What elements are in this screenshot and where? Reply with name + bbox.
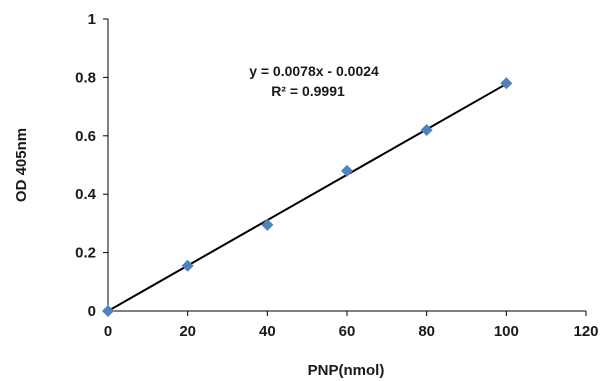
r-squared-label: R² = 0.9991 <box>271 83 345 99</box>
plot-area: 0 0.2 0.4 0.6 0.8 1 0 20 40 60 80 100 120 <box>75 11 598 340</box>
x-tick-label: 120 <box>573 323 598 340</box>
data-point <box>341 164 353 177</box>
x-axis-tick-labels: 0 20 40 60 80 100 120 <box>104 323 599 340</box>
data-points <box>102 77 513 317</box>
x-tick-label: 60 <box>339 323 356 340</box>
y-tick-label: 0.6 <box>75 128 96 145</box>
x-tick-label: 100 <box>494 323 519 340</box>
y-tick-label: 0.8 <box>75 69 96 86</box>
y-axis-ticks <box>103 18 108 312</box>
data-point <box>102 305 114 317</box>
y-axis-title: OD 405nm <box>13 128 30 202</box>
x-tick-label: 40 <box>259 323 276 340</box>
x-tick-label: 20 <box>179 323 196 340</box>
data-point <box>261 218 274 231</box>
x-tick-label: 80 <box>418 323 435 340</box>
y-tick-label: 0.2 <box>75 245 96 262</box>
data-point <box>420 123 433 136</box>
y-tick-label: 1 <box>88 11 96 28</box>
y-axis-tick-labels: 0 0.2 0.4 0.6 0.8 1 <box>75 11 97 320</box>
trendline <box>107 83 507 312</box>
x-tick-label: 0 <box>104 323 112 340</box>
y-tick-label: 0 <box>88 303 96 320</box>
y-tick-label: 0.4 <box>75 186 97 203</box>
data-point <box>500 77 513 90</box>
trendline-equation: y = 0.0078x - 0.0024 <box>249 63 379 79</box>
x-axis-title: PNP(nmol) <box>308 362 385 379</box>
data-point <box>181 259 194 272</box>
x-axis-ticks <box>107 311 587 316</box>
